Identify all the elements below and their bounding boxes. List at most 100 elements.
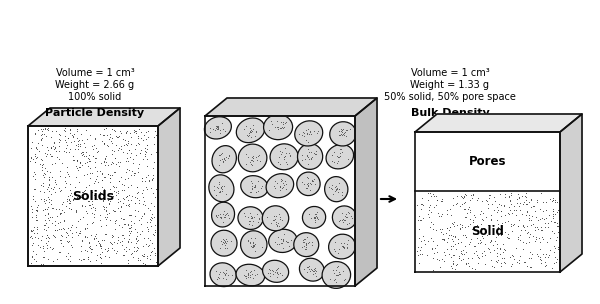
Point [248,243,258,248]
Point [467,196,477,201]
Point [133,230,142,234]
Point [144,243,154,247]
Text: Weight = 1.33 g: Weight = 1.33 g [410,80,490,90]
Point [127,218,136,223]
Point [253,212,262,216]
Point [547,228,557,233]
Point [54,227,64,232]
Point [282,240,292,245]
Point [113,134,123,139]
Point [427,220,436,225]
Point [97,246,106,251]
Point [448,195,458,200]
Ellipse shape [263,260,289,282]
Point [240,274,250,279]
Text: Solids: Solids [72,189,114,202]
Point [331,267,341,272]
Point [141,150,151,155]
Point [333,154,343,159]
Point [329,271,338,276]
Ellipse shape [262,206,289,231]
Point [215,214,224,219]
Point [83,255,93,260]
Point [265,268,275,272]
Point [62,170,72,174]
Point [59,218,69,223]
Point [115,179,124,184]
Point [146,250,156,254]
Point [26,155,35,160]
Ellipse shape [302,206,326,228]
Point [329,247,338,251]
Point [431,194,441,199]
Point [131,152,141,157]
Point [308,271,318,276]
Point [509,256,518,261]
Point [274,266,283,271]
Point [32,208,41,213]
Point [269,272,278,277]
Point [52,214,62,219]
Point [303,184,313,189]
Point [121,141,130,146]
Point [537,235,547,240]
Point [487,237,496,242]
Point [85,202,94,207]
Point [78,191,88,196]
Point [218,159,228,164]
Point [82,154,91,158]
Point [418,201,427,206]
Point [32,258,41,263]
Point [513,234,523,239]
Point [45,151,55,156]
Point [221,276,230,281]
Point [91,258,100,263]
Point [214,189,224,194]
Point [299,181,309,186]
Point [280,154,290,159]
Point [274,154,284,159]
Point [437,196,447,201]
Point [41,240,50,245]
Point [216,185,226,189]
Point [334,154,343,159]
Point [77,257,86,262]
Point [310,129,319,133]
Point [83,172,92,177]
Point [220,209,229,213]
Point [26,261,35,266]
Point [80,188,89,192]
Point [124,236,134,241]
Point [92,174,102,178]
Point [535,216,545,221]
Point [103,143,113,148]
Point [67,231,76,236]
Point [140,202,149,207]
Point [476,222,485,227]
Point [347,216,357,221]
Point [56,211,66,216]
Point [95,255,105,260]
Point [208,126,218,131]
Point [142,142,152,147]
Point [65,258,75,263]
Point [548,212,558,216]
Point [217,150,227,155]
Point [459,194,469,199]
Point [496,245,505,250]
Point [106,240,116,245]
Point [77,194,86,199]
Point [146,151,156,156]
Point [107,148,116,153]
Point [272,270,281,275]
Point [313,129,323,134]
Point [221,155,230,160]
Point [268,217,278,222]
Point [448,258,458,263]
Point [478,233,487,238]
Point [531,215,541,219]
Point [540,260,550,264]
Point [55,249,64,254]
Point [28,241,38,246]
Point [470,250,479,255]
